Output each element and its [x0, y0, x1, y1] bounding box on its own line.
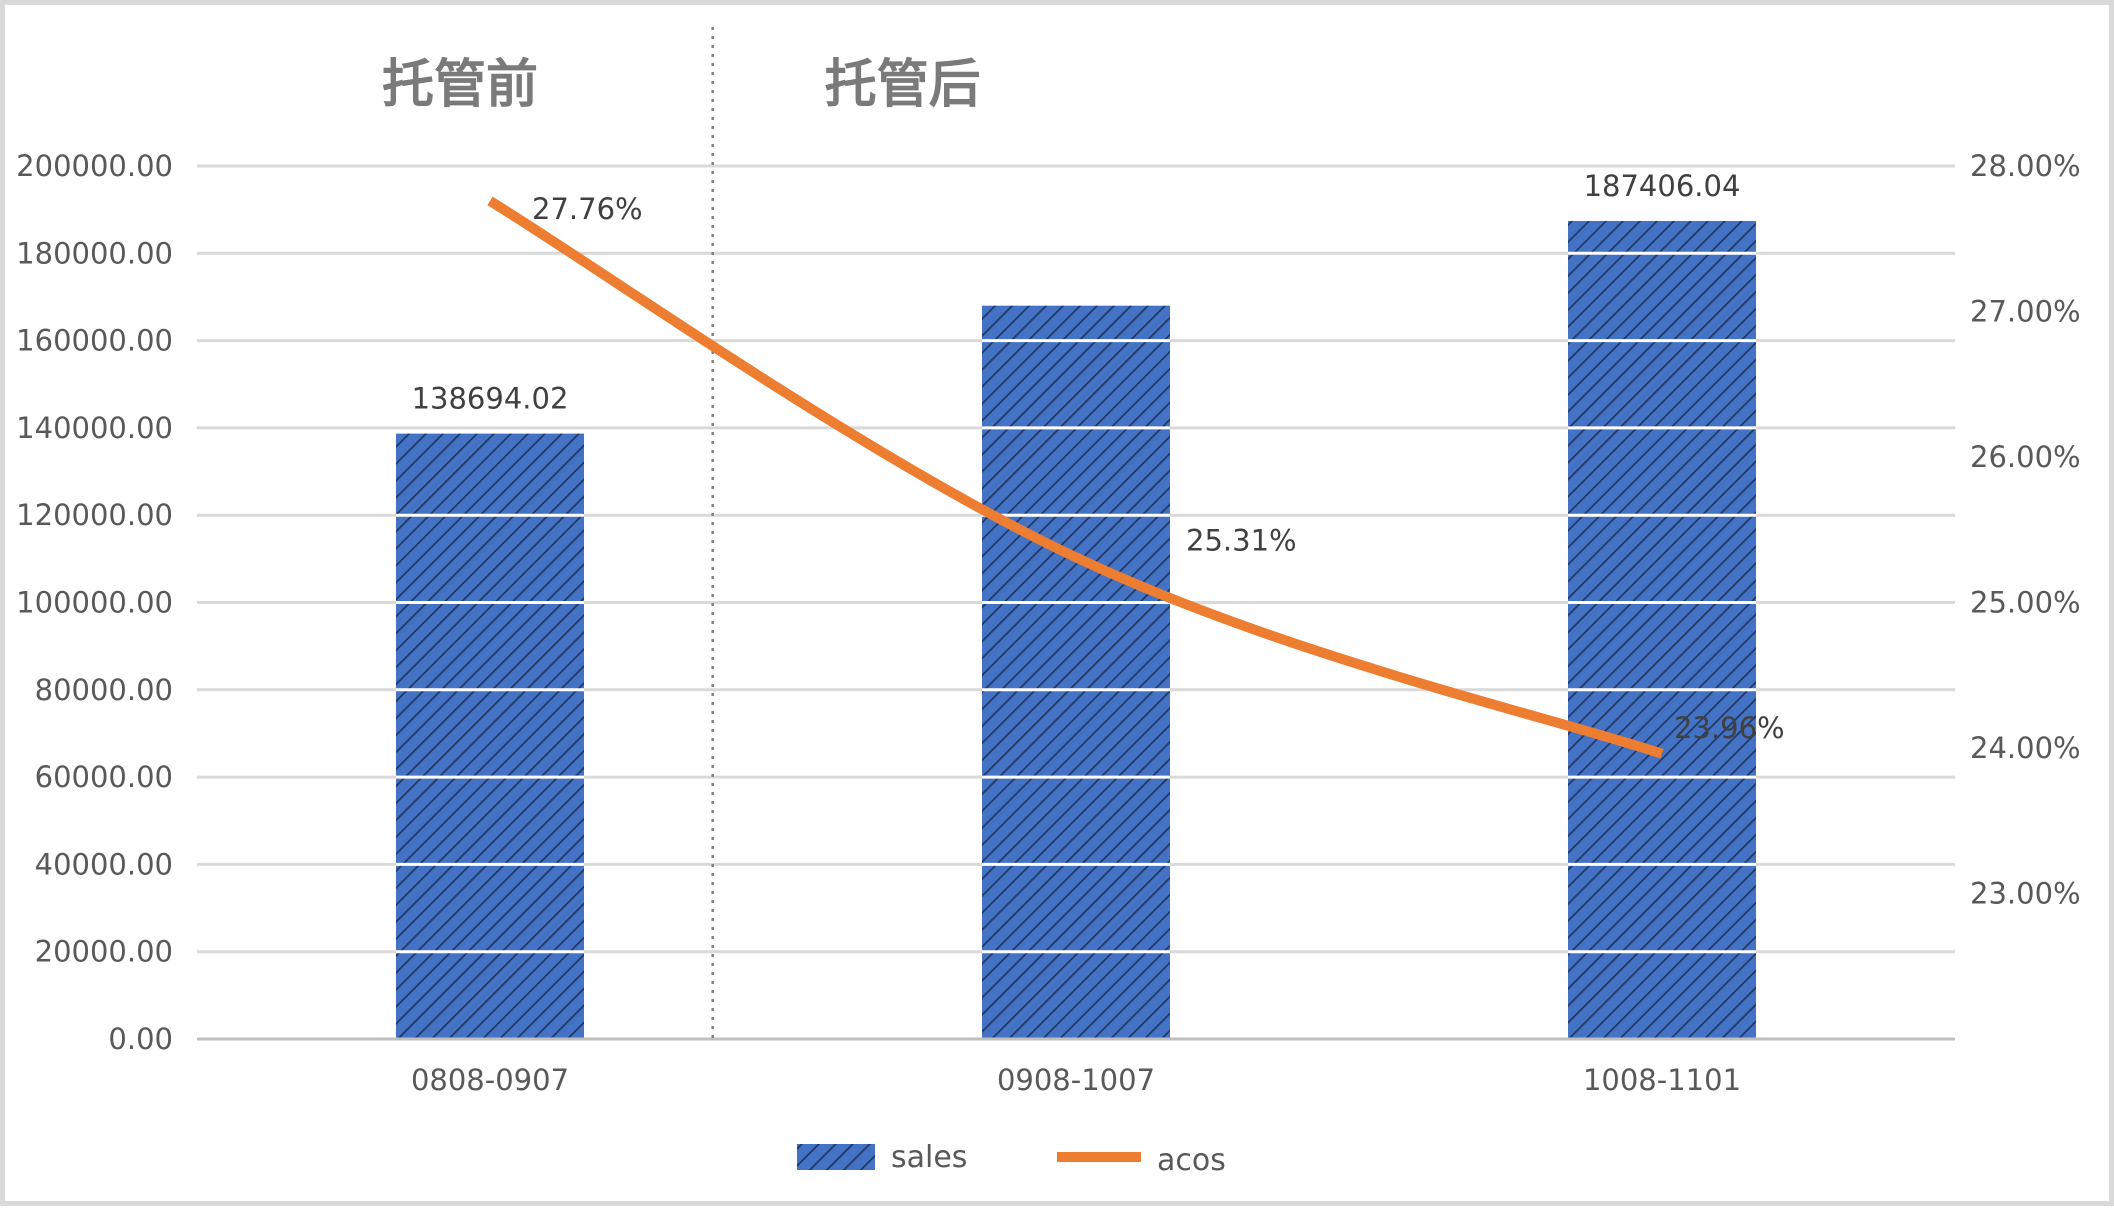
x-tick-label: 0808-0907: [411, 1063, 569, 1097]
acos-data-label: 27.76%: [532, 192, 643, 226]
acos-line: [487, 196, 1664, 759]
y-left-tick-label: 200000.00: [16, 149, 173, 183]
sales-data-label: 138694.02: [412, 382, 569, 416]
y-right-tick-label: 25.00%: [1970, 586, 2081, 620]
sales-data-label: 187406.04: [1584, 169, 1741, 203]
y-left-tick-label: 160000.00: [16, 324, 173, 358]
y-left-tick-label: 120000.00: [16, 498, 173, 532]
acos-data-label: 23.96%: [1674, 711, 1785, 745]
y-left-tick-label: 60000.00: [35, 760, 173, 794]
legend-sales-swatch: [797, 1144, 875, 1170]
x-tick-label: 1008-1101: [1583, 1063, 1741, 1097]
y-left-tick-label: 20000.00: [35, 935, 173, 969]
acos-data-label: 25.31%: [1186, 523, 1297, 557]
axes: 0.00 20000.00 40000.00 60000.00 80000.00 1000…: [16, 149, 2080, 1097]
y-left-tick-label: 0.00: [108, 1022, 173, 1056]
legend: sales acos: [797, 1140, 1226, 1178]
sales-bars: [396, 220, 1756, 1040]
bar-grid-overlay: [396, 251, 1756, 954]
legend-sales-label: sales: [891, 1140, 967, 1175]
section-titles: 托管前 托管后: [382, 55, 981, 115]
x-tick-label: 0908-1007: [997, 1063, 1155, 1097]
y-right-tick-label: 24.00%: [1970, 731, 2081, 765]
sales-bar: [982, 305, 1170, 1039]
y-right-tick-label: 23.00%: [1970, 877, 2081, 911]
section-title-before: 托管前: [382, 55, 538, 115]
y-left-tick-label: 100000.00: [16, 586, 173, 620]
y-left-tick-label: 140000.00: [16, 411, 173, 445]
section-title-after: 托管后: [825, 55, 981, 115]
legend-acos-label: acos: [1157, 1143, 1226, 1178]
y-right-tick-label: 26.00%: [1970, 440, 2081, 474]
y-left-tick-label: 80000.00: [35, 673, 173, 707]
y-right-tick-label: 27.00%: [1970, 295, 2081, 329]
combo-chart: 0.00 20000.00 40000.00 60000.00 80000.00 1000…: [16, 27, 2081, 1178]
data-labels: 138694.02 187406.04 27.76% 25.31% 23.96%: [412, 169, 1785, 745]
y-left-tick-label: 180000.00: [16, 236, 173, 270]
y-right-tick-label: 28.00%: [1970, 149, 2081, 183]
sales-bar: [1568, 220, 1756, 1039]
sales-bar: [396, 433, 584, 1040]
y-left-tick-label: 40000.00: [35, 847, 173, 881]
acos-line-path: [487, 196, 1664, 759]
